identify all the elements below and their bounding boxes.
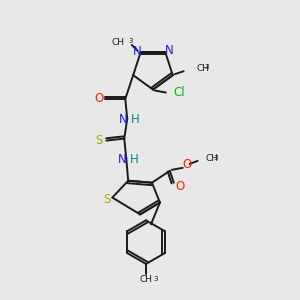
Text: N: N [119, 113, 128, 126]
Text: O: O [182, 158, 191, 171]
Text: 3: 3 [213, 155, 218, 161]
Text: H: H [130, 153, 139, 166]
Text: H: H [131, 113, 140, 126]
Text: S: S [95, 134, 102, 147]
Text: N: N [165, 44, 173, 57]
Text: O: O [95, 92, 104, 106]
Text: 3: 3 [153, 276, 158, 282]
Text: N: N [132, 45, 141, 58]
Text: Cl: Cl [174, 86, 185, 99]
Text: CH: CH [140, 275, 152, 284]
Text: N: N [118, 153, 127, 166]
Text: O: O [175, 180, 184, 193]
Text: 3: 3 [205, 64, 209, 70]
Text: CH: CH [206, 154, 218, 164]
Text: CH: CH [196, 64, 209, 73]
Text: 3: 3 [129, 38, 134, 44]
Text: S: S [104, 193, 111, 206]
Text: CH: CH [112, 38, 125, 46]
